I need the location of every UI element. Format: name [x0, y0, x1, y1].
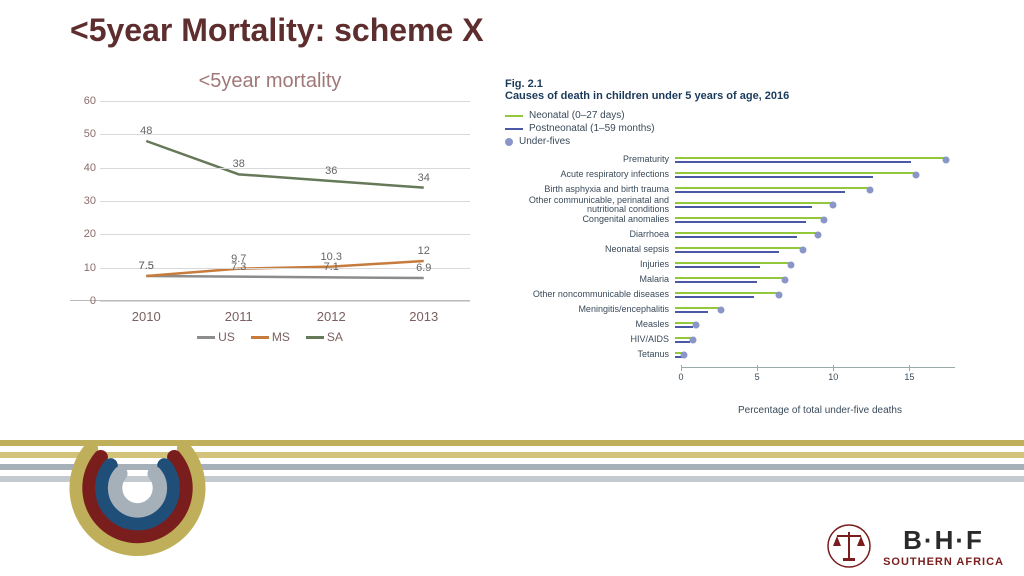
lolli-x-title: Percentage of total under-five deaths	[675, 405, 965, 416]
legend-item: MS	[251, 330, 290, 344]
data-label: 12	[418, 245, 430, 257]
fig-title: Causes of death in children under 5 year…	[505, 90, 975, 102]
data-label: 48	[140, 125, 152, 137]
x-tick-label: 2012	[285, 301, 378, 324]
bhf-logo: B·H·F SOUTHERN AFRICA	[827, 524, 1004, 568]
data-label: 6.9	[416, 262, 431, 274]
lollipop-row: Neonatal sepsis	[505, 243, 965, 257]
line-chart-plot: 01020304050607.57.37.16.97.59.710.312483…	[70, 101, 470, 301]
data-label: 7.1	[324, 261, 339, 273]
lolli-x-tick: 10	[828, 372, 838, 382]
data-label: 34	[418, 172, 430, 184]
fig-legend: Neonatal (0–27 days) Postneonatal (1–59 m…	[505, 110, 975, 147]
page-title: <5year Mortality: scheme X	[70, 12, 484, 49]
data-label: 10.3	[321, 251, 342, 263]
bhf-logo-main: B·H·F	[883, 525, 1004, 556]
line-chart-subtitle: <5year mortality	[70, 70, 470, 93]
x-tick-label: 2013	[378, 301, 471, 324]
x-tick-label: 2011	[193, 301, 286, 324]
y-tick-label: 40	[70, 162, 96, 174]
lollipop-row: Injuries	[505, 258, 965, 272]
lollipop-row: Other communicable, perinatal and nutrit…	[505, 198, 965, 212]
data-label: 38	[233, 158, 245, 170]
fig-number: Fig. 2.1	[505, 78, 975, 90]
y-tick-label: 60	[70, 95, 96, 107]
lollipop-row: Prematurity	[505, 153, 965, 167]
lolli-x-tick: 5	[755, 372, 760, 382]
fig-legend-item: Postneonatal (1–59 months)	[505, 123, 975, 134]
legend-item: US	[197, 330, 235, 344]
lollipop-row: Acute respiratory infections	[505, 168, 965, 182]
scales-icon	[827, 524, 871, 568]
swirl-logo-icon	[55, 400, 220, 560]
y-tick-label: 0	[70, 295, 96, 307]
lollipop-row: Measles	[505, 318, 965, 332]
lolli-x-tick: 0	[678, 372, 683, 382]
lollipop-row: Malaria	[505, 273, 965, 287]
lollipop-row: Other noncommunicable diseases	[505, 288, 965, 302]
data-label: 36	[325, 165, 337, 177]
lolli-x-tick: 15	[904, 372, 914, 382]
data-label: 7.5	[139, 260, 154, 272]
y-tick-label: 20	[70, 228, 96, 240]
lollipop-row: HIV/AIDS	[505, 333, 965, 347]
lollipop-plot: PrematurityAcute respiratory infectionsB…	[505, 153, 965, 385]
y-tick-label: 10	[70, 262, 96, 274]
causes-of-death-figure: Fig. 2.1 Causes of death in children und…	[505, 78, 975, 418]
lollipop-row: Diarrhoea	[505, 228, 965, 242]
mortality-line-chart: <5year mortality 01020304050607.57.37.16…	[70, 70, 470, 360]
bhf-logo-sub: SOUTHERN AFRICA	[883, 556, 1004, 568]
line-chart-xaxis: 2010201120122013	[70, 301, 470, 324]
y-tick-label: 30	[70, 195, 96, 207]
lollipop-row: Meningitis/encephalitis	[505, 303, 965, 317]
data-label: 9.7	[231, 253, 246, 265]
lollipop-row: Congenital anomalies	[505, 213, 965, 227]
fig-legend-item: Under-fives	[505, 136, 975, 147]
x-tick-label: 2010	[100, 301, 193, 324]
y-tick-label: 50	[70, 128, 96, 140]
fig-legend-item: Neonatal (0–27 days)	[505, 110, 975, 121]
line-chart-legend: US MS SA	[70, 330, 470, 344]
lollipop-row: Tetanus	[505, 348, 965, 362]
legend-item: SA	[306, 330, 343, 344]
